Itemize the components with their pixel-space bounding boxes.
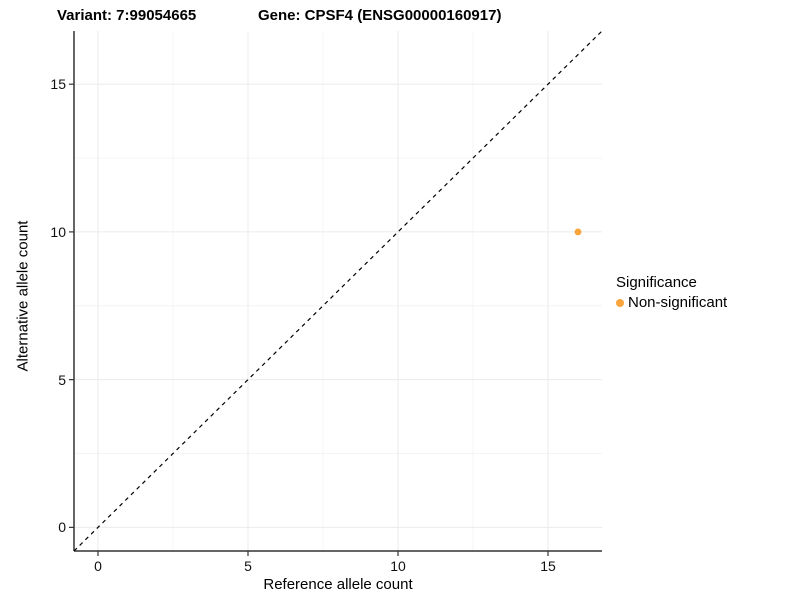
y-tick-label: 10 [50,223,66,240]
legend-item-label: Non-significant [628,294,728,311]
y-axis-title: Alternative allele count [14,220,32,372]
legend-title: Significance [616,274,697,291]
legend-item: Non-significant [616,294,727,311]
y-tick-label: 15 [50,76,66,93]
x-axis-title: Reference allele count [263,576,413,593]
plot-title-variant: Variant: 7:99054665 [57,7,197,24]
plot-title-gene: Gene: CPSF4 (ENSG00000160917) [258,7,502,24]
x-tick-label: 15 [540,558,556,574]
y-tick-label: 5 [58,371,66,388]
identity-line [73,30,603,552]
legend: Significance Non-significant [616,274,727,311]
data-point [574,228,582,236]
x-tick-label: 5 [244,558,252,574]
x-tick-label: 0 [94,558,102,574]
x-tick-label: 10 [390,558,406,574]
y-tick-label: 0 [58,519,66,536]
legend-key-dot [616,298,624,307]
